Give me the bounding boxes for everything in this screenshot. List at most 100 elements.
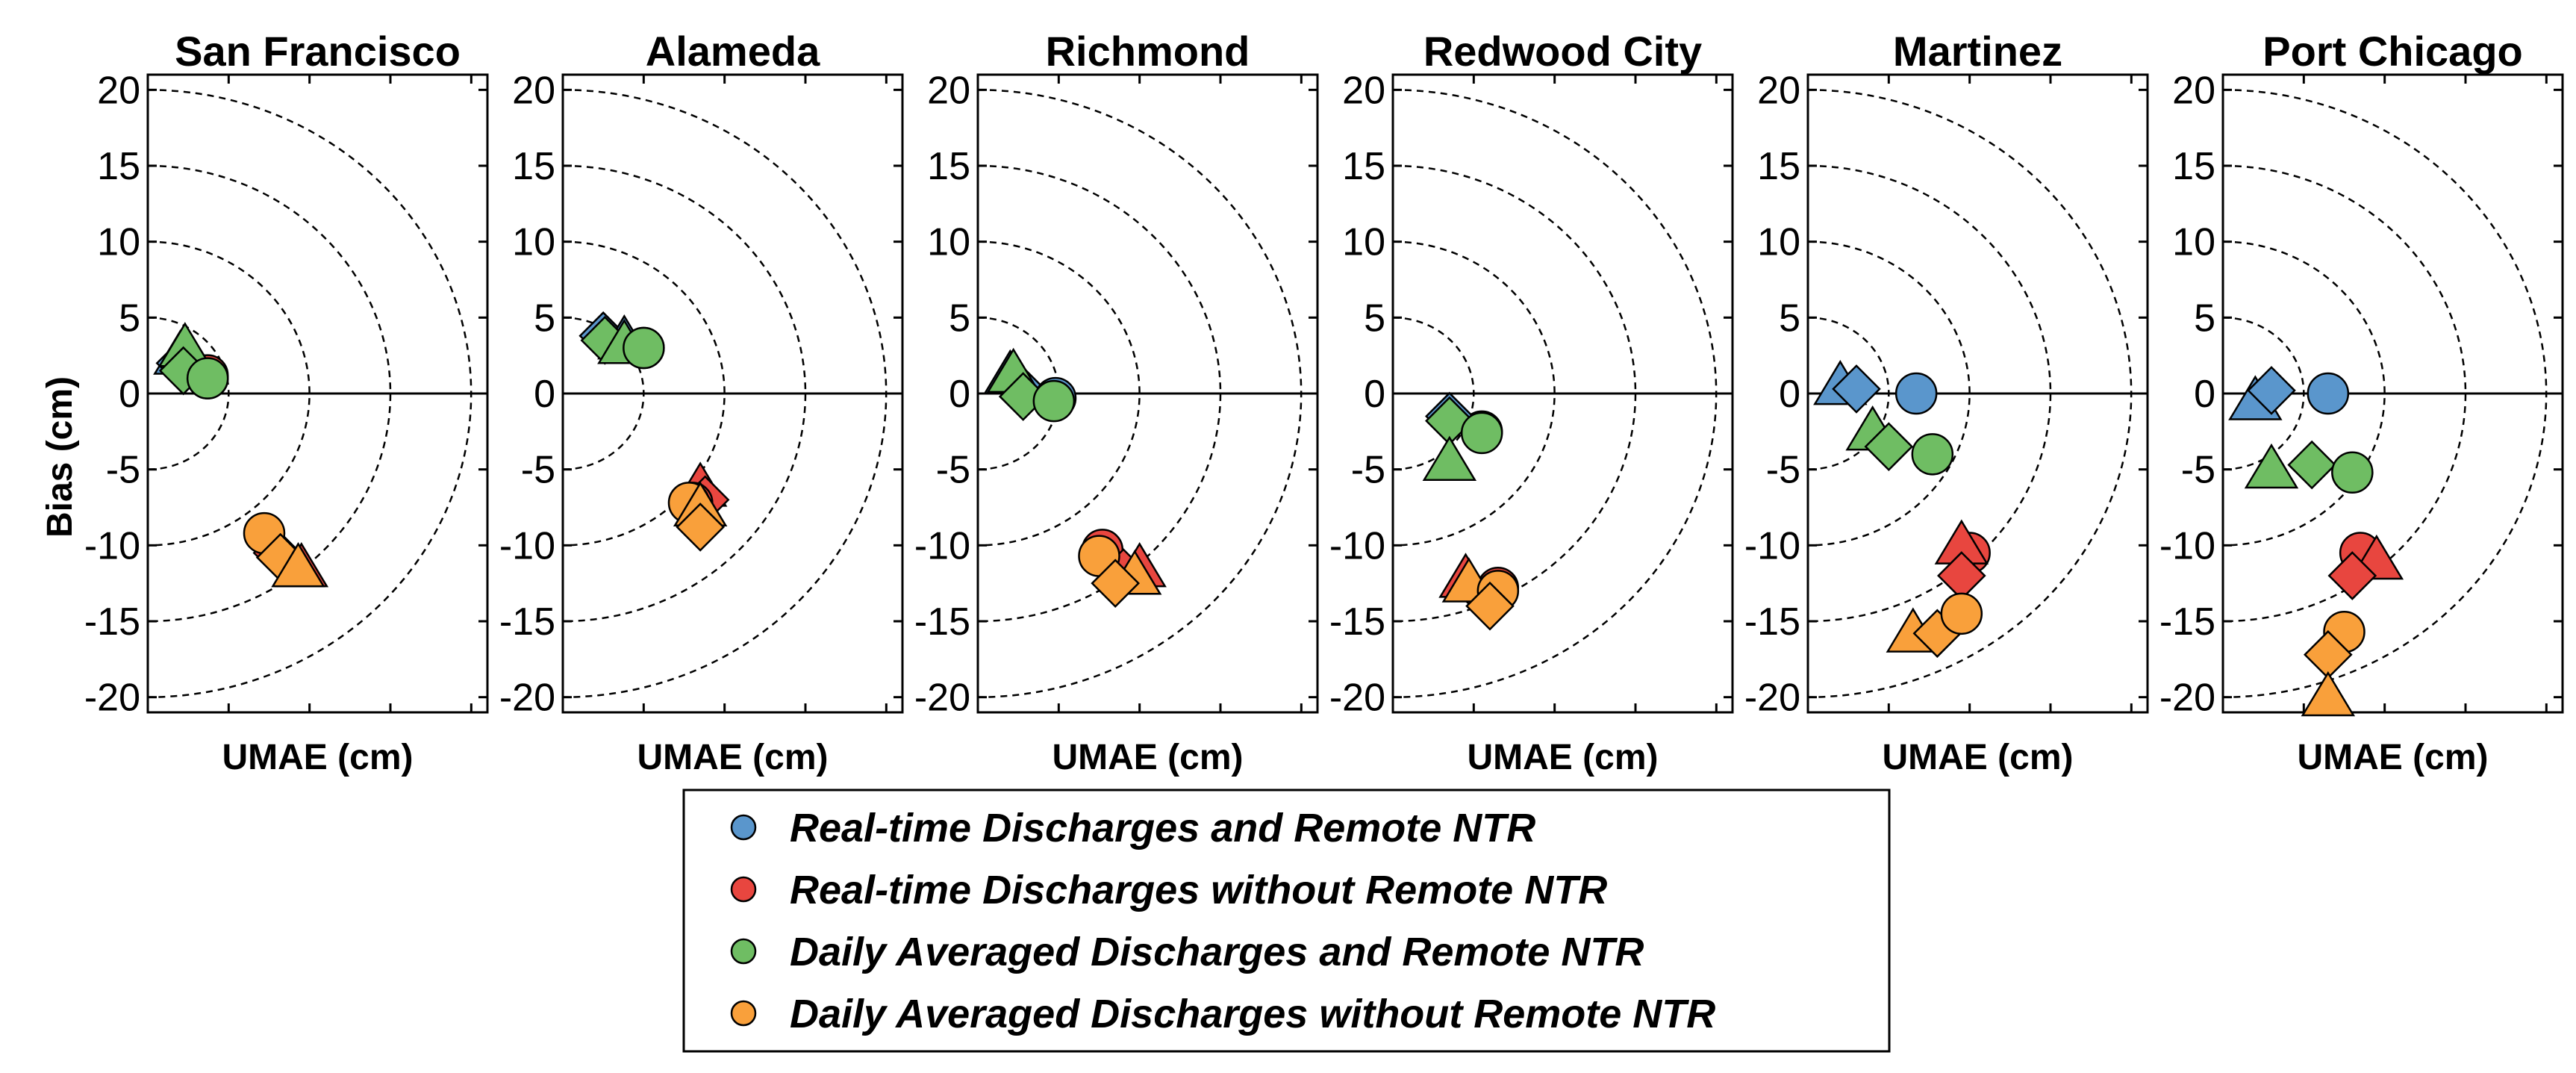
legend-label-2: Real-time Discharges without Remote NTR — [790, 868, 1607, 912]
panel-redwood-city: Redwood City 20 15 10 5 0 -5 -10 -15 -20 UMAE (cm) — [1329, 28, 1734, 777]
legend-marker-1 — [730, 814, 757, 841]
point-diamond-series-3 — [2287, 440, 2336, 490]
x-axis-label: UMAE (cm) — [222, 738, 413, 777]
y-tick-label: -15 — [84, 600, 140, 644]
point-circle-series-1 — [1894, 372, 1938, 415]
panel-san-francisco: San Francisco 20 15 10 5 0 -5 -10 -15 -20 UMAE (cm… — [84, 28, 489, 777]
panel-title: Richmond — [1046, 28, 1250, 75]
panel-port-chicago: Port Chicago 20 15 10 5 0 -5 -10 -15 -20 UMAE (cm) — [2159, 28, 2564, 777]
panel-martinez: Martinez 20 15 10 5 0 -5 -10 -15 -20 UMAE (cm) — [1744, 28, 2149, 777]
y-tick-label: 5 — [949, 296, 970, 340]
legend-box — [682, 789, 1891, 1053]
y-tick-label: -20 — [499, 677, 555, 720]
y-tick-label: 5 — [119, 296, 140, 340]
y-tick-label: 15 — [927, 145, 970, 188]
point-triangle-series-4 — [271, 542, 325, 588]
radius-arc-10 — [147, 240, 311, 547]
point-circle-series-3 — [1460, 411, 1503, 455]
legend-marker-2 — [730, 876, 757, 903]
x-axis-label: UMAE (cm) — [1882, 738, 2073, 777]
point-diamond-series-4 — [676, 503, 725, 552]
point-diamond-series-1 — [2247, 366, 2296, 415]
y-tick-label: 5 — [1364, 296, 1385, 340]
y-tick-label: 10 — [927, 221, 970, 264]
radius-arc-10 — [2222, 240, 2386, 547]
point-diamond-series-3 — [1864, 422, 1914, 471]
point-triangle-series-3 — [2244, 443, 2299, 489]
y-tick-label: 15 — [97, 145, 140, 188]
legend-label-1: Real-time Discharges and Remote NTR — [790, 806, 1535, 850]
y-tick-label: 5 — [1779, 296, 1800, 340]
y-tick-label: 0 — [1364, 373, 1385, 416]
y-tick-label: 10 — [1757, 221, 1800, 264]
point-circle-series-4 — [1940, 592, 1983, 635]
point-circle-series-3 — [1911, 433, 1954, 476]
y-tick-label: 20 — [1342, 69, 1385, 112]
point-circle-series-3 — [186, 357, 229, 399]
y-tick-label: -10 — [2159, 524, 2215, 567]
y-tick-label: 5 — [534, 296, 555, 340]
y-tick-label: -20 — [2159, 677, 2215, 720]
legend-label-3: Daily Averaged Discharges and Remote NTR — [790, 930, 1644, 974]
point-diamond-series-4 — [1465, 581, 1515, 631]
panel-title: Alameda — [646, 28, 820, 75]
y-tick-label: 0 — [1779, 373, 1800, 416]
point-diamond-series-2 — [2327, 551, 2377, 600]
y-tick-label: -10 — [1744, 524, 1800, 567]
y-tick-label: 0 — [2194, 373, 2215, 416]
panel-title: San Francisco — [175, 28, 461, 75]
x-axis-label: UMAE (cm) — [637, 738, 828, 777]
y-tick-label: 15 — [512, 145, 555, 188]
radius-arc-10 — [1807, 240, 1971, 547]
y-tick-label: -10 — [84, 524, 140, 567]
x-axis-label: UMAE (cm) — [1052, 738, 1243, 777]
y-tick-label: -5 — [2181, 449, 2215, 492]
panel-richmond: Richmond 20 15 10 5 0 -5 -10 -15 -20 UMAE (cm) — [914, 28, 1319, 777]
x-axis-label: UMAE (cm) — [2297, 738, 2488, 777]
panel-alameda: Alameda 20 15 10 5 0 -5 -10 -15 -20 UMAE (cm) — [499, 28, 904, 777]
legend-marker-4 — [730, 1000, 757, 1027]
y-tick-label: -5 — [521, 449, 555, 492]
y-tick-label: -10 — [1329, 524, 1385, 567]
y-tick-label: 10 — [2172, 221, 2215, 264]
point-triangle-series-3 — [1422, 435, 1477, 482]
y-tick-label: 0 — [534, 373, 555, 416]
y-tick-label: 20 — [97, 69, 140, 112]
y-tick-label: -15 — [1329, 600, 1385, 644]
y-axis-label: Bias (cm) — [40, 376, 80, 538]
y-tick-label: 20 — [927, 69, 970, 112]
y-tick-label: -20 — [1329, 677, 1385, 720]
panel-title: Martinez — [1893, 28, 2062, 75]
y-tick-label: 10 — [97, 221, 140, 264]
y-tick-label: 5 — [2194, 296, 2215, 340]
point-diamond-series-1 — [1832, 364, 1881, 414]
y-tick-label: 20 — [2172, 69, 2215, 112]
legend: Real-time Discharges and Remote NTR Real-… — [682, 789, 1891, 1053]
radius-arc-10 — [562, 240, 726, 547]
y-tick-label: -20 — [914, 677, 970, 720]
legend-marker-3 — [730, 938, 757, 965]
y-tick-label: -5 — [1351, 449, 1385, 492]
y-tick-label: -15 — [499, 600, 555, 644]
y-tick-label: -15 — [914, 600, 970, 644]
y-tick-label: -5 — [1766, 449, 1800, 492]
point-circle-series-1 — [2307, 372, 2350, 415]
y-tick-label: -15 — [1744, 600, 1800, 644]
y-tick-label: -5 — [936, 449, 970, 492]
y-tick-label: 0 — [119, 373, 140, 416]
point-circle-series-3 — [2331, 451, 2374, 494]
x-axis-label: UMAE (cm) — [1467, 738, 1658, 777]
radius-arc-10 — [977, 240, 1141, 547]
radius-arc-10 — [1392, 240, 1556, 547]
y-tick-label: -20 — [1744, 677, 1800, 720]
legend-label-4: Daily Averaged Discharges without Remote… — [790, 992, 1715, 1036]
y-tick-label: 10 — [512, 221, 555, 264]
point-diamond-series-4 — [1091, 559, 1140, 608]
y-tick-label: 0 — [949, 373, 970, 416]
point-circle-series-3 — [1032, 379, 1076, 423]
y-tick-label: -10 — [914, 524, 970, 567]
y-tick-label: 10 — [1342, 221, 1385, 264]
panel-title: Port Chicago — [2262, 28, 2522, 75]
y-tick-label: 15 — [1757, 145, 1800, 188]
